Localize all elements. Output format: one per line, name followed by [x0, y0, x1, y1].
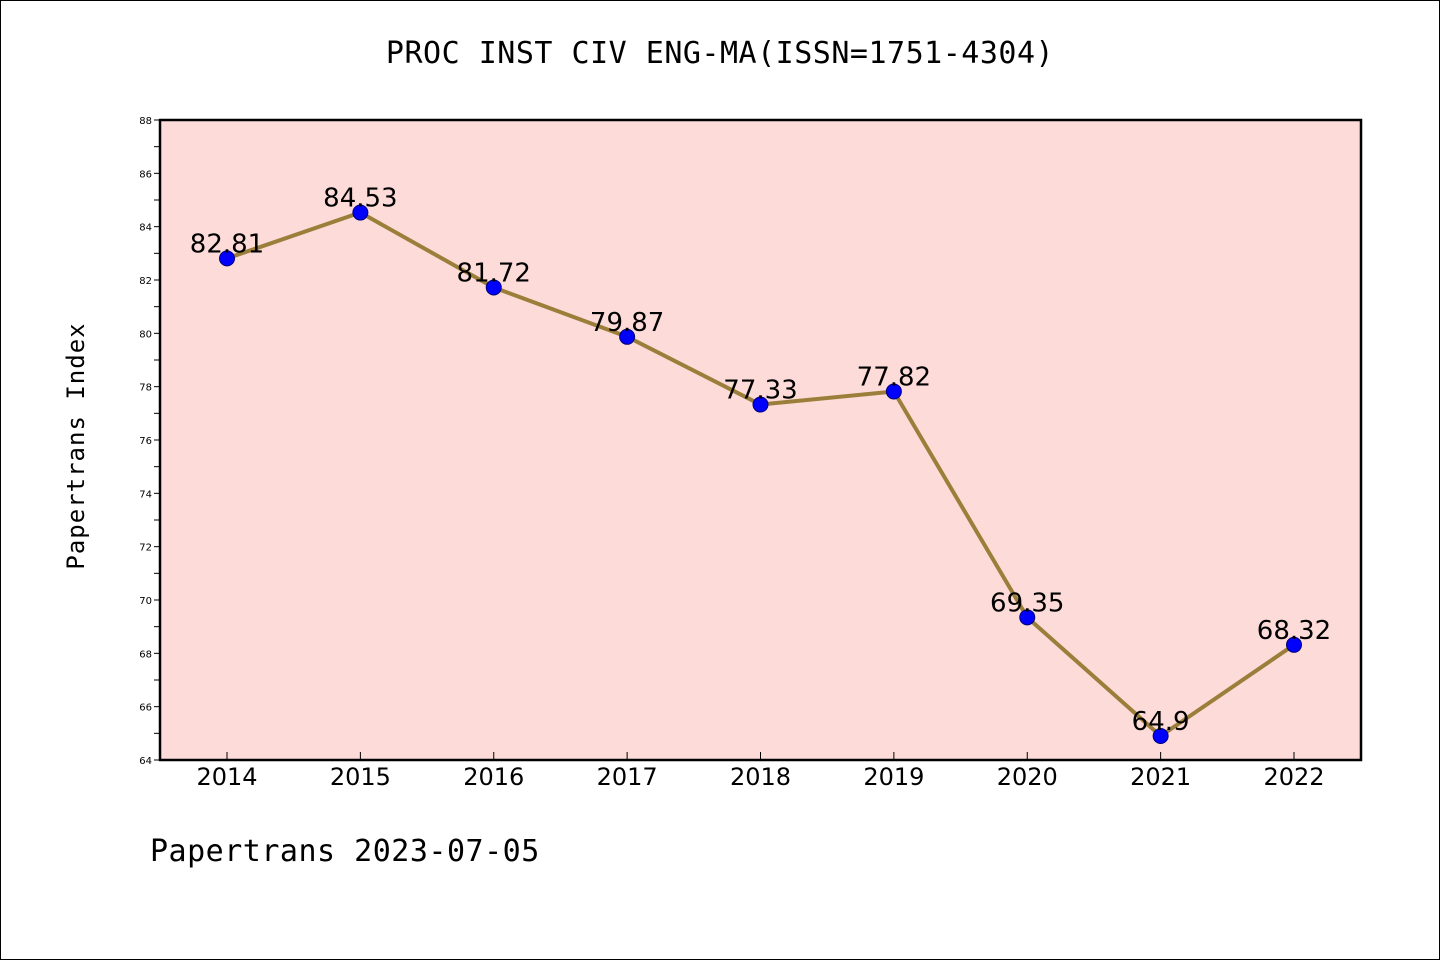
y-tick-label: 78 — [139, 383, 152, 394]
y-tick-label: 86 — [139, 169, 152, 180]
data-point-marker — [1019, 609, 1036, 626]
x-tick-label: 2020 — [997, 763, 1058, 791]
x-tick-label: 2019 — [863, 763, 924, 791]
y-tick-label: 68 — [139, 649, 152, 660]
y-tick-label: 70 — [139, 596, 152, 607]
y-tick-label: 66 — [139, 703, 152, 714]
data-label: 84.53 — [323, 184, 397, 214]
data-point-marker — [352, 204, 369, 221]
x-tick-label: 2017 — [597, 763, 658, 791]
plot-border — [158, 118, 1363, 762]
x-tick-label: 2015 — [330, 763, 391, 791]
y-axis-ticks: 64 66 68 70 72 74 76 78 80 82 84 86 88 — [139, 116, 160, 767]
chart-title: PROC INST CIV ENG-MA(ISSN=1751-4304) — [385, 36, 1055, 71]
y-tick-label: 74 — [139, 489, 152, 500]
data-point-marker — [619, 328, 636, 345]
plot-area — [160, 120, 1361, 760]
data-label: 81.72 — [457, 258, 531, 288]
y-tick-label: 88 — [139, 116, 152, 127]
data-point-marker — [752, 396, 769, 413]
data-label: 69.35 — [990, 588, 1064, 618]
footer-credit: Papertrans 2023-07-05 — [150, 834, 540, 869]
data-label: 82.81 — [190, 229, 264, 259]
y-tick-label: 80 — [139, 329, 152, 340]
x-axis-ticks: 2014 2015 2016 2017 2018 2019 2020 2021 2022 — [196, 752, 1325, 791]
x-tick-label: 2021 — [1130, 763, 1191, 791]
x-tick-label: 2014 — [196, 763, 257, 791]
data-label: 79.87 — [590, 308, 664, 338]
y-tick-label: 64 — [139, 756, 152, 767]
data-point-marker — [1152, 728, 1169, 744]
data-labels: 82.81 84.53 81.72 79.87 77.33 77.82 69.35 64.9 6… — [190, 184, 1331, 737]
data-label: 64.9 — [1132, 707, 1190, 737]
data-point-marker — [885, 383, 902, 400]
data-label: 77.82 — [857, 362, 931, 392]
data-point-marker — [1286, 636, 1302, 653]
y-tick-label: 84 — [139, 223, 152, 234]
data-point-marker — [485, 279, 502, 296]
x-tick-label: 2016 — [463, 763, 524, 791]
data-label: 68.32 — [1257, 616, 1331, 646]
x-tick-label: 2018 — [730, 763, 791, 791]
y-tick-label: 82 — [139, 276, 152, 287]
data-label: 77.33 — [723, 376, 797, 406]
x-tick-label: 2022 — [1263, 763, 1324, 791]
y-tick-label: 76 — [139, 436, 152, 447]
y-tick-label: 72 — [139, 543, 152, 554]
data-markers — [219, 204, 1302, 744]
data-point-marker — [219, 250, 235, 267]
